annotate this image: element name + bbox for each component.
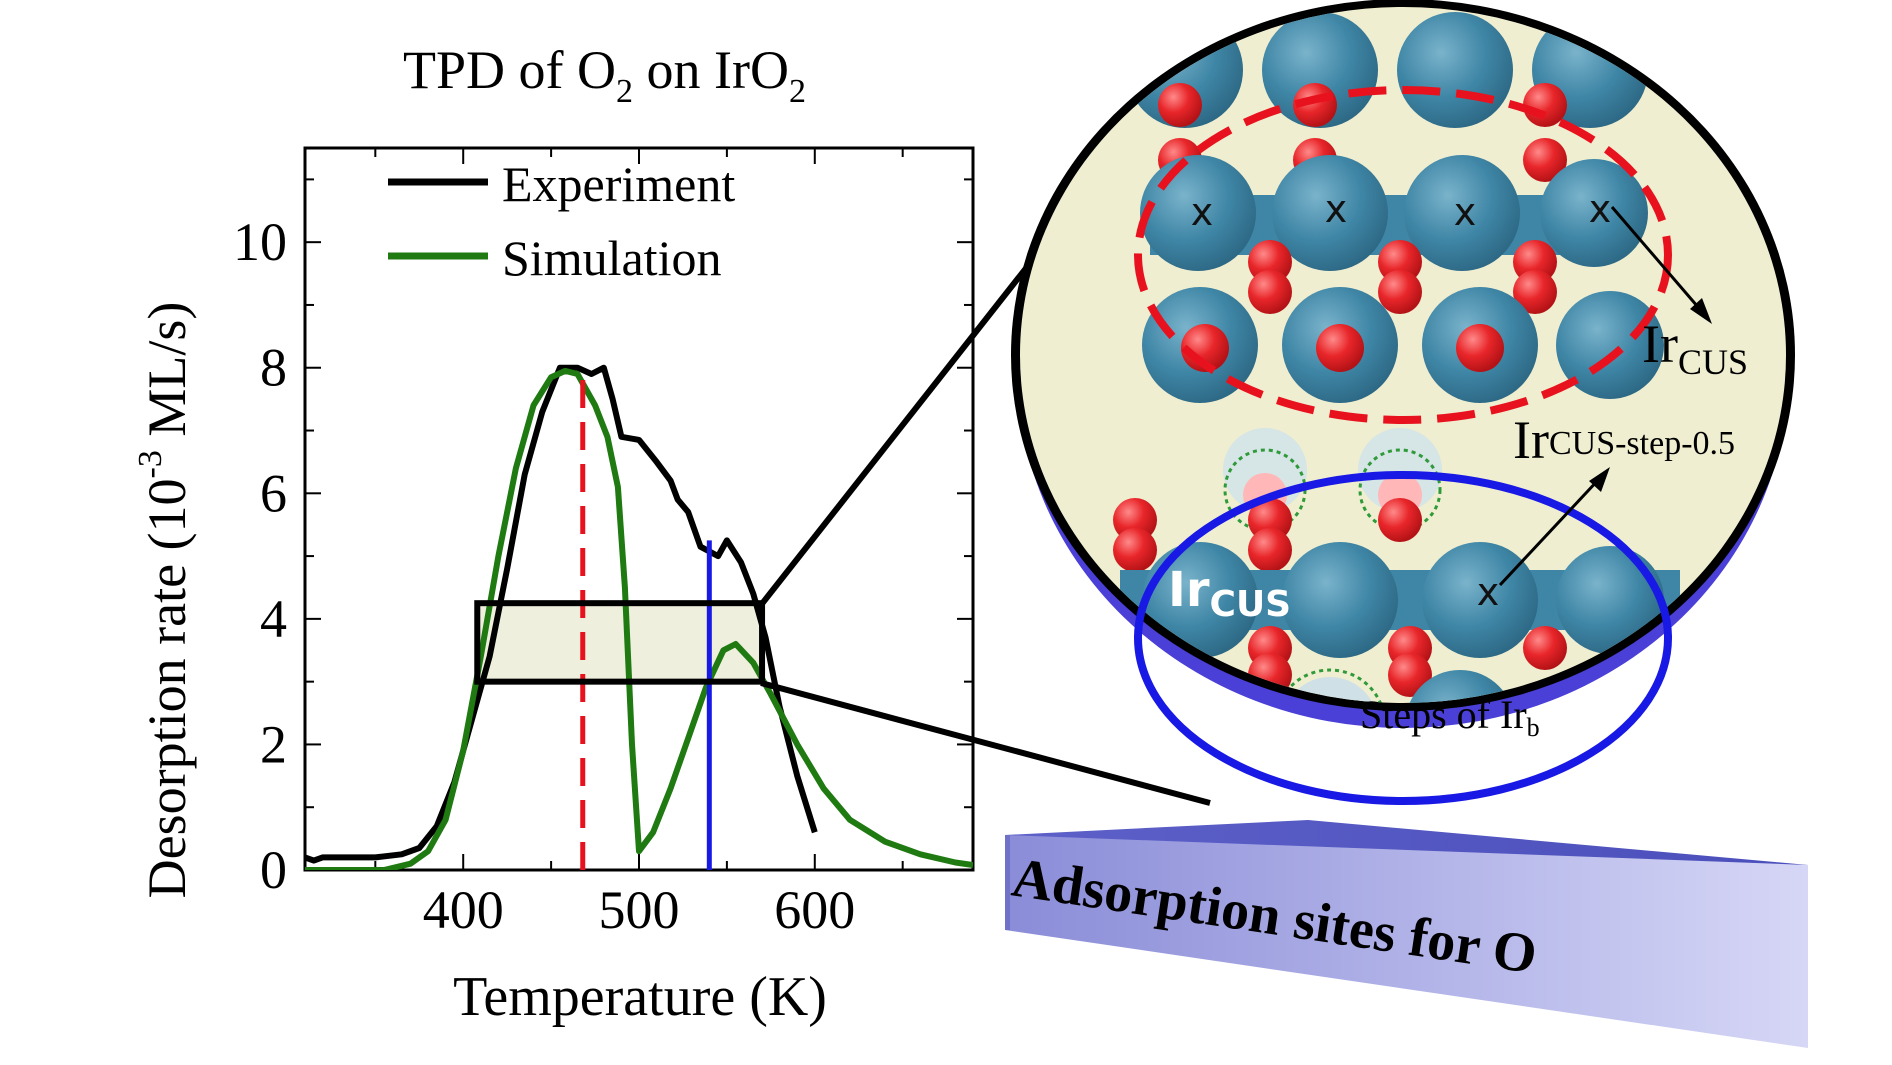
site-marker: x [1589, 187, 1612, 231]
connector-lower [760, 680, 1211, 806]
marker-layer [580, 367, 712, 870]
y-tick-label: 10 [233, 212, 287, 272]
legend: Experiment Simulation [388, 156, 735, 286]
label-ircus-step: IrCUS-step-0.5 [1513, 410, 1735, 470]
site-marker: x [1477, 570, 1500, 614]
x-tick-label: 500 [599, 880, 680, 940]
site-marker: x [1454, 190, 1477, 234]
highlight-box-fill-rect [477, 603, 763, 682]
magnifier: x x x x x IrCUS IrCUS-step-0.5 IrCUS Irb… [1011, 0, 1795, 805]
step-site-ring [1134, 471, 1672, 805]
highlight-box-fill [477, 603, 763, 682]
y-axis-label: Desorption rate (10-3 ML/s) [132, 302, 197, 899]
zoom-connectors [758, 223, 1211, 806]
slab-side [1005, 835, 1010, 930]
chart-title: TPD of O2 on IrO2 [403, 40, 806, 110]
site-markers: x x x x x [1191, 187, 1612, 614]
connector-upper [758, 223, 1063, 607]
legend-experiment-label: Experiment [502, 156, 735, 212]
highlight-box-outline [474, 600, 766, 685]
lattice-bridging-row [1142, 287, 1664, 403]
lattice-lower-cus-row [1120, 542, 1680, 658]
ticks [305, 148, 973, 870]
arrows [1498, 206, 1712, 587]
site-marker: x [1191, 190, 1214, 234]
label-irb-white: Irb [1224, 692, 1291, 757]
x-axis-label: Temperature (K) [453, 966, 827, 1028]
legend-simulation-label: Simulation [502, 230, 721, 286]
series-experiment-line [305, 364, 818, 864]
slab-front [1005, 835, 1808, 1048]
lattice-bridge-row-2 [1248, 240, 1557, 314]
label-steps: Steps of Irb [1360, 692, 1540, 742]
series-simulation-line [305, 367, 973, 870]
chart: TPD of O2 on IrO2 Desorption rate (10-3 … [132, 40, 975, 1028]
x-tick-label: 400 [423, 880, 504, 940]
lattice-cus-row [1140, 155, 1648, 271]
cus-site-ring [1134, 86, 1672, 424]
highlight-box-outline-rect [474, 600, 766, 685]
y-tick-label: 4 [260, 589, 287, 649]
y-tick-label: 2 [260, 714, 287, 774]
y-tick-label: 0 [260, 840, 287, 900]
site-marker: x [1325, 187, 1348, 231]
lattice-lower-bridge-2 [1248, 626, 1567, 697]
y-tick-label: 6 [260, 463, 287, 523]
lattice-lower-bridge-1 [1113, 498, 1422, 572]
series-layer [305, 364, 973, 870]
tick-labels: 400 500 600 0 2 4 6 8 10 [233, 212, 855, 940]
x-tick-label: 600 [774, 880, 855, 940]
label-ircus: IrCUS [1642, 314, 1748, 382]
adsorption-slab: Adsorption sites for O [1005, 820, 1808, 1048]
y-tick-label: 8 [260, 338, 287, 398]
label-ircus-white: IrCUS [1168, 562, 1291, 625]
